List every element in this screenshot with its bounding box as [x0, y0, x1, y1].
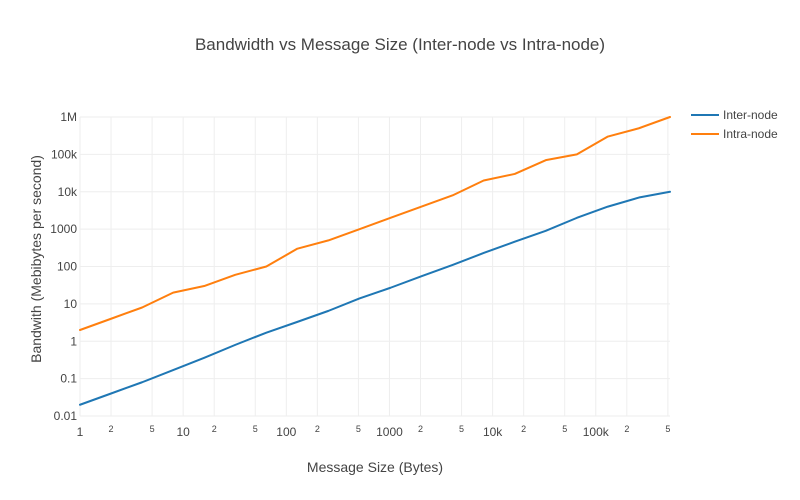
series-lines: [79, 116, 671, 406]
x-tick-label: 2: [315, 424, 320, 434]
y-tick-label: 10: [64, 297, 78, 311]
series-line-intra-node: [79, 116, 671, 331]
x-tick-label: 2: [521, 424, 526, 434]
grid-layer: [79, 116, 670, 417]
legend-item[interactable]: Inter-node: [691, 108, 778, 122]
x-tick-label: 100k: [583, 425, 610, 439]
x-tick-label: 1000: [376, 425, 403, 439]
x-axis-title: Message Size (Bytes): [307, 459, 443, 475]
x-tick-label: 2: [418, 424, 423, 434]
x-tick-labels: 1 2 5 10 2 5 100 2 5 1000 2 5 10k 2 5 100k 2 5: [77, 424, 671, 439]
legend-item[interactable]: Intra-node: [691, 127, 778, 141]
y-axis-title: Bandwith (Mebibytes per second): [28, 155, 44, 363]
x-tick-label: 10: [176, 425, 190, 439]
x-tick-label: 5: [150, 424, 155, 434]
x-tick-label: 5: [253, 424, 258, 434]
y-tick-label: 1: [70, 334, 77, 348]
legend[interactable]: Inter-node Intra-node: [691, 108, 778, 141]
y-tick-label: 1000: [50, 222, 77, 236]
x-tick-label: 5: [562, 424, 567, 434]
x-tick-label: 5: [459, 424, 464, 434]
x-tick-label: 5: [356, 424, 361, 434]
legend-label: Intra-node: [723, 127, 778, 141]
x-tick-label: 5: [665, 424, 670, 434]
legend-label: Inter-node: [723, 108, 778, 122]
x-tick-label: 1: [77, 425, 84, 439]
y-tick-labels: 0.01 0.1 1 10 100 1000 10k 100k 1M: [50, 110, 78, 423]
chart-title: Bandwidth vs Message Size (Inter-node vs…: [195, 35, 605, 54]
y-tick-label: 0.01: [54, 409, 78, 423]
y-tick-label: 1M: [60, 110, 77, 124]
y-tick-label: 100: [57, 260, 77, 274]
x-tick-label: 100: [276, 425, 296, 439]
x-tick-label: 2: [212, 424, 217, 434]
series-line-inter-node: [79, 190, 671, 406]
y-tick-label: 0.1: [60, 372, 77, 386]
x-tick-label: 2: [624, 424, 629, 434]
y-tick-label: 100k: [51, 147, 78, 161]
y-tick-label: 10k: [58, 185, 78, 199]
x-tick-label: 2: [109, 424, 114, 434]
x-tick-label: 10k: [483, 425, 503, 439]
